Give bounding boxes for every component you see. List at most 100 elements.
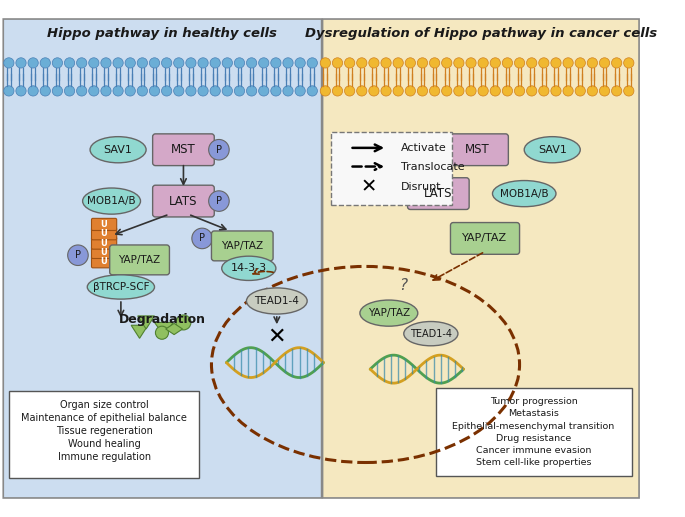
Text: LATS: LATS (169, 194, 198, 208)
Circle shape (295, 58, 306, 68)
Circle shape (40, 86, 51, 96)
Text: Maintenance of epithelial balance: Maintenance of epithelial balance (21, 413, 187, 423)
Circle shape (538, 86, 549, 96)
Circle shape (247, 86, 257, 96)
Text: ✕: ✕ (360, 177, 377, 196)
Circle shape (393, 58, 403, 68)
Circle shape (125, 86, 136, 96)
Circle shape (77, 86, 87, 96)
Circle shape (357, 58, 367, 68)
Circle shape (551, 58, 561, 68)
Circle shape (490, 58, 501, 68)
Circle shape (125, 58, 136, 68)
Text: YAP/TAZ: YAP/TAZ (119, 255, 160, 265)
Circle shape (283, 86, 293, 96)
Text: Dysregulation of Hippo pathway in cancer cells: Dysregulation of Hippo pathway in cancer… (306, 26, 658, 39)
Circle shape (551, 86, 561, 96)
FancyBboxPatch shape (9, 391, 199, 478)
Circle shape (64, 86, 75, 96)
Text: Immune regulation: Immune regulation (58, 452, 151, 462)
Circle shape (563, 58, 573, 68)
Circle shape (209, 191, 229, 211)
Circle shape (16, 58, 26, 68)
Circle shape (198, 58, 208, 68)
Circle shape (88, 86, 99, 96)
Circle shape (176, 315, 191, 330)
Circle shape (137, 86, 147, 96)
Circle shape (563, 86, 573, 96)
Text: SAV1: SAV1 (538, 145, 566, 155)
Text: U: U (101, 238, 108, 248)
Circle shape (575, 58, 586, 68)
Circle shape (417, 58, 427, 68)
FancyBboxPatch shape (153, 134, 214, 165)
Circle shape (271, 58, 281, 68)
Text: TEAD1-4: TEAD1-4 (410, 329, 452, 339)
Circle shape (345, 58, 355, 68)
Ellipse shape (247, 288, 307, 314)
Ellipse shape (90, 136, 146, 163)
Text: P: P (199, 234, 205, 244)
Circle shape (295, 86, 306, 96)
Text: YAP/TAZ: YAP/TAZ (221, 241, 263, 251)
Circle shape (77, 58, 87, 68)
Circle shape (198, 86, 208, 96)
Text: U: U (101, 220, 108, 229)
Circle shape (40, 58, 51, 68)
Text: SAV1: SAV1 (103, 145, 132, 155)
FancyBboxPatch shape (436, 388, 632, 476)
Circle shape (234, 58, 245, 68)
FancyBboxPatch shape (92, 256, 116, 268)
Circle shape (186, 86, 196, 96)
Text: ?: ? (399, 278, 407, 293)
FancyBboxPatch shape (323, 19, 639, 498)
FancyBboxPatch shape (92, 227, 116, 240)
Circle shape (369, 86, 379, 96)
Text: Tumor progression: Tumor progression (490, 397, 577, 406)
Circle shape (406, 86, 416, 96)
Ellipse shape (222, 256, 276, 280)
Circle shape (406, 58, 416, 68)
Circle shape (466, 58, 476, 68)
FancyBboxPatch shape (332, 131, 452, 205)
Circle shape (101, 58, 111, 68)
Polygon shape (155, 323, 173, 336)
Circle shape (514, 58, 525, 68)
FancyBboxPatch shape (3, 19, 322, 498)
Circle shape (271, 86, 281, 96)
Text: Tissue regeneration: Tissue regeneration (55, 426, 153, 436)
Text: LATS: LATS (424, 187, 453, 200)
Circle shape (162, 86, 172, 96)
Circle shape (345, 86, 355, 96)
Circle shape (381, 58, 391, 68)
Circle shape (162, 58, 172, 68)
Text: βTRCP-SCF: βTRCP-SCF (92, 282, 149, 292)
Text: Drug resistance: Drug resistance (496, 434, 571, 443)
Circle shape (381, 86, 391, 96)
Ellipse shape (360, 300, 418, 326)
Circle shape (320, 86, 330, 96)
Text: MOB1A/B: MOB1A/B (500, 189, 549, 199)
Circle shape (623, 86, 634, 96)
Circle shape (502, 58, 512, 68)
Circle shape (442, 58, 452, 68)
Circle shape (137, 58, 147, 68)
Circle shape (417, 86, 427, 96)
Circle shape (599, 86, 610, 96)
Circle shape (538, 58, 549, 68)
Text: Activate: Activate (401, 143, 447, 153)
Circle shape (502, 86, 512, 96)
Text: Translocate: Translocate (401, 161, 464, 172)
Circle shape (210, 58, 221, 68)
Circle shape (222, 58, 232, 68)
Circle shape (599, 58, 610, 68)
Text: Stem cell-like properties: Stem cell-like properties (476, 458, 591, 467)
Circle shape (612, 86, 622, 96)
FancyBboxPatch shape (92, 247, 116, 258)
Text: MST: MST (465, 143, 490, 156)
Circle shape (247, 58, 257, 68)
Text: 14-3-3: 14-3-3 (231, 263, 267, 273)
Text: TEAD1-4: TEAD1-4 (254, 296, 299, 306)
Circle shape (16, 86, 26, 96)
FancyBboxPatch shape (447, 134, 508, 165)
